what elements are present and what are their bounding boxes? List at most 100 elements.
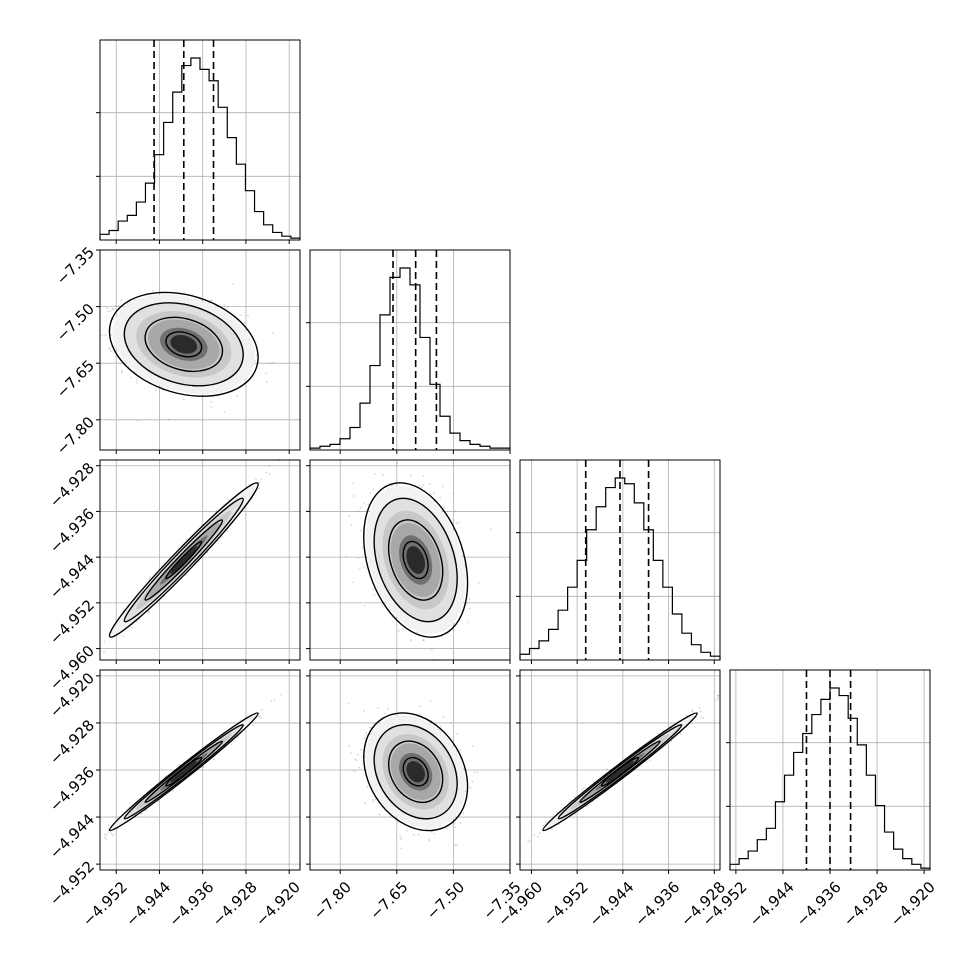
sample-point (416, 631, 419, 634)
sample-point (359, 506, 362, 509)
sample-point (247, 314, 249, 317)
sample-point (155, 389, 157, 391)
sample-point (374, 472, 376, 475)
y-tick-label: −7.50 (53, 300, 98, 345)
sample-point (185, 574, 188, 577)
sample-point (265, 380, 268, 383)
sample-point (255, 478, 258, 481)
sample-point (258, 715, 261, 718)
contour-2 (144, 316, 224, 373)
sample-point (418, 485, 421, 487)
contour-3 (165, 540, 203, 580)
sample-point (221, 536, 224, 538)
sample-point (105, 838, 108, 840)
sample-point (428, 838, 430, 841)
sample-point (255, 354, 258, 356)
sample-point (372, 800, 375, 803)
sample-point (90, 322, 92, 324)
sample-point (420, 486, 423, 489)
sample-point (452, 492, 455, 495)
sample-point (353, 770, 356, 773)
sample-point (454, 510, 457, 513)
sample-point (352, 482, 355, 485)
sample-point (429, 699, 432, 702)
sample-point (152, 289, 154, 292)
y-tick-label: −7.35 (53, 243, 98, 288)
sample-point (412, 834, 415, 836)
sample-point (136, 379, 138, 382)
sample-point (449, 722, 452, 724)
panel-frame (309, 459, 511, 661)
sample-point (109, 350, 112, 353)
sample-point (439, 497, 442, 499)
sample-point (223, 410, 226, 413)
x-tick-label: −4.936 (165, 878, 217, 930)
sample-point (120, 371, 123, 374)
sample-point (258, 481, 261, 484)
panel-content (310, 675, 510, 865)
sample-point (489, 528, 492, 531)
sample-point (419, 662, 421, 664)
sample-point (240, 314, 243, 317)
y-tick-label: −4.928 (46, 716, 98, 768)
sample-point (244, 514, 247, 516)
sample-point (406, 829, 408, 832)
y-tick-label: −4.952 (46, 857, 98, 909)
sample-point (468, 608, 471, 610)
sample-point (103, 650, 105, 653)
sample-point (243, 322, 246, 325)
x-tick-label: −4.944 (122, 878, 174, 930)
panel-3-1: −7.80 −7.65 −7.50 −7.35 (306, 669, 525, 923)
sample-point (442, 506, 445, 509)
density-level-5 (170, 761, 198, 783)
sample-point (467, 621, 470, 624)
panel-frame (309, 249, 511, 451)
contour-0 (363, 482, 469, 638)
contour-1 (123, 302, 244, 387)
sample-point (345, 555, 348, 558)
sample-point (203, 765, 205, 768)
sample-point (252, 724, 255, 727)
sample-point (114, 305, 117, 307)
sample-point (109, 347, 111, 350)
sample-point (431, 648, 433, 650)
histogram-0 (99, 57, 301, 240)
sample-point (409, 639, 412, 642)
x-tick-label: −4.920 (252, 878, 304, 930)
density-level-5 (170, 546, 198, 574)
sample-point (112, 834, 114, 837)
sample-point (108, 347, 110, 350)
contour-1 (123, 724, 244, 820)
sample-point (136, 381, 139, 384)
contour-1 (373, 497, 458, 623)
sample-point (110, 334, 113, 337)
sample-point (454, 844, 457, 847)
sample-point (357, 510, 360, 512)
sample-point (465, 603, 468, 605)
sample-point (260, 709, 263, 711)
sample-point (106, 307, 109, 310)
sample-point (454, 826, 457, 829)
sample-point (455, 522, 458, 525)
sample-point (100, 334, 103, 337)
sample-point (121, 370, 123, 373)
sample-point (110, 631, 113, 634)
panel-frame (99, 249, 301, 451)
density-level-5 (170, 334, 198, 354)
sample-point (477, 581, 480, 584)
y-tick-label: −4.944 (46, 810, 98, 862)
sample-point (273, 698, 276, 701)
sample-point (63, 313, 65, 315)
sample-point (210, 405, 212, 408)
sample-point (348, 515, 350, 518)
sample-point (76, 860, 78, 862)
sample-point (147, 611, 150, 613)
sample-point (185, 538, 188, 541)
sample-point (210, 400, 213, 403)
panel-frame (99, 669, 301, 871)
sample-point (272, 332, 275, 334)
sample-point (160, 386, 163, 388)
sample-point (210, 299, 213, 301)
sample-point (111, 308, 114, 311)
